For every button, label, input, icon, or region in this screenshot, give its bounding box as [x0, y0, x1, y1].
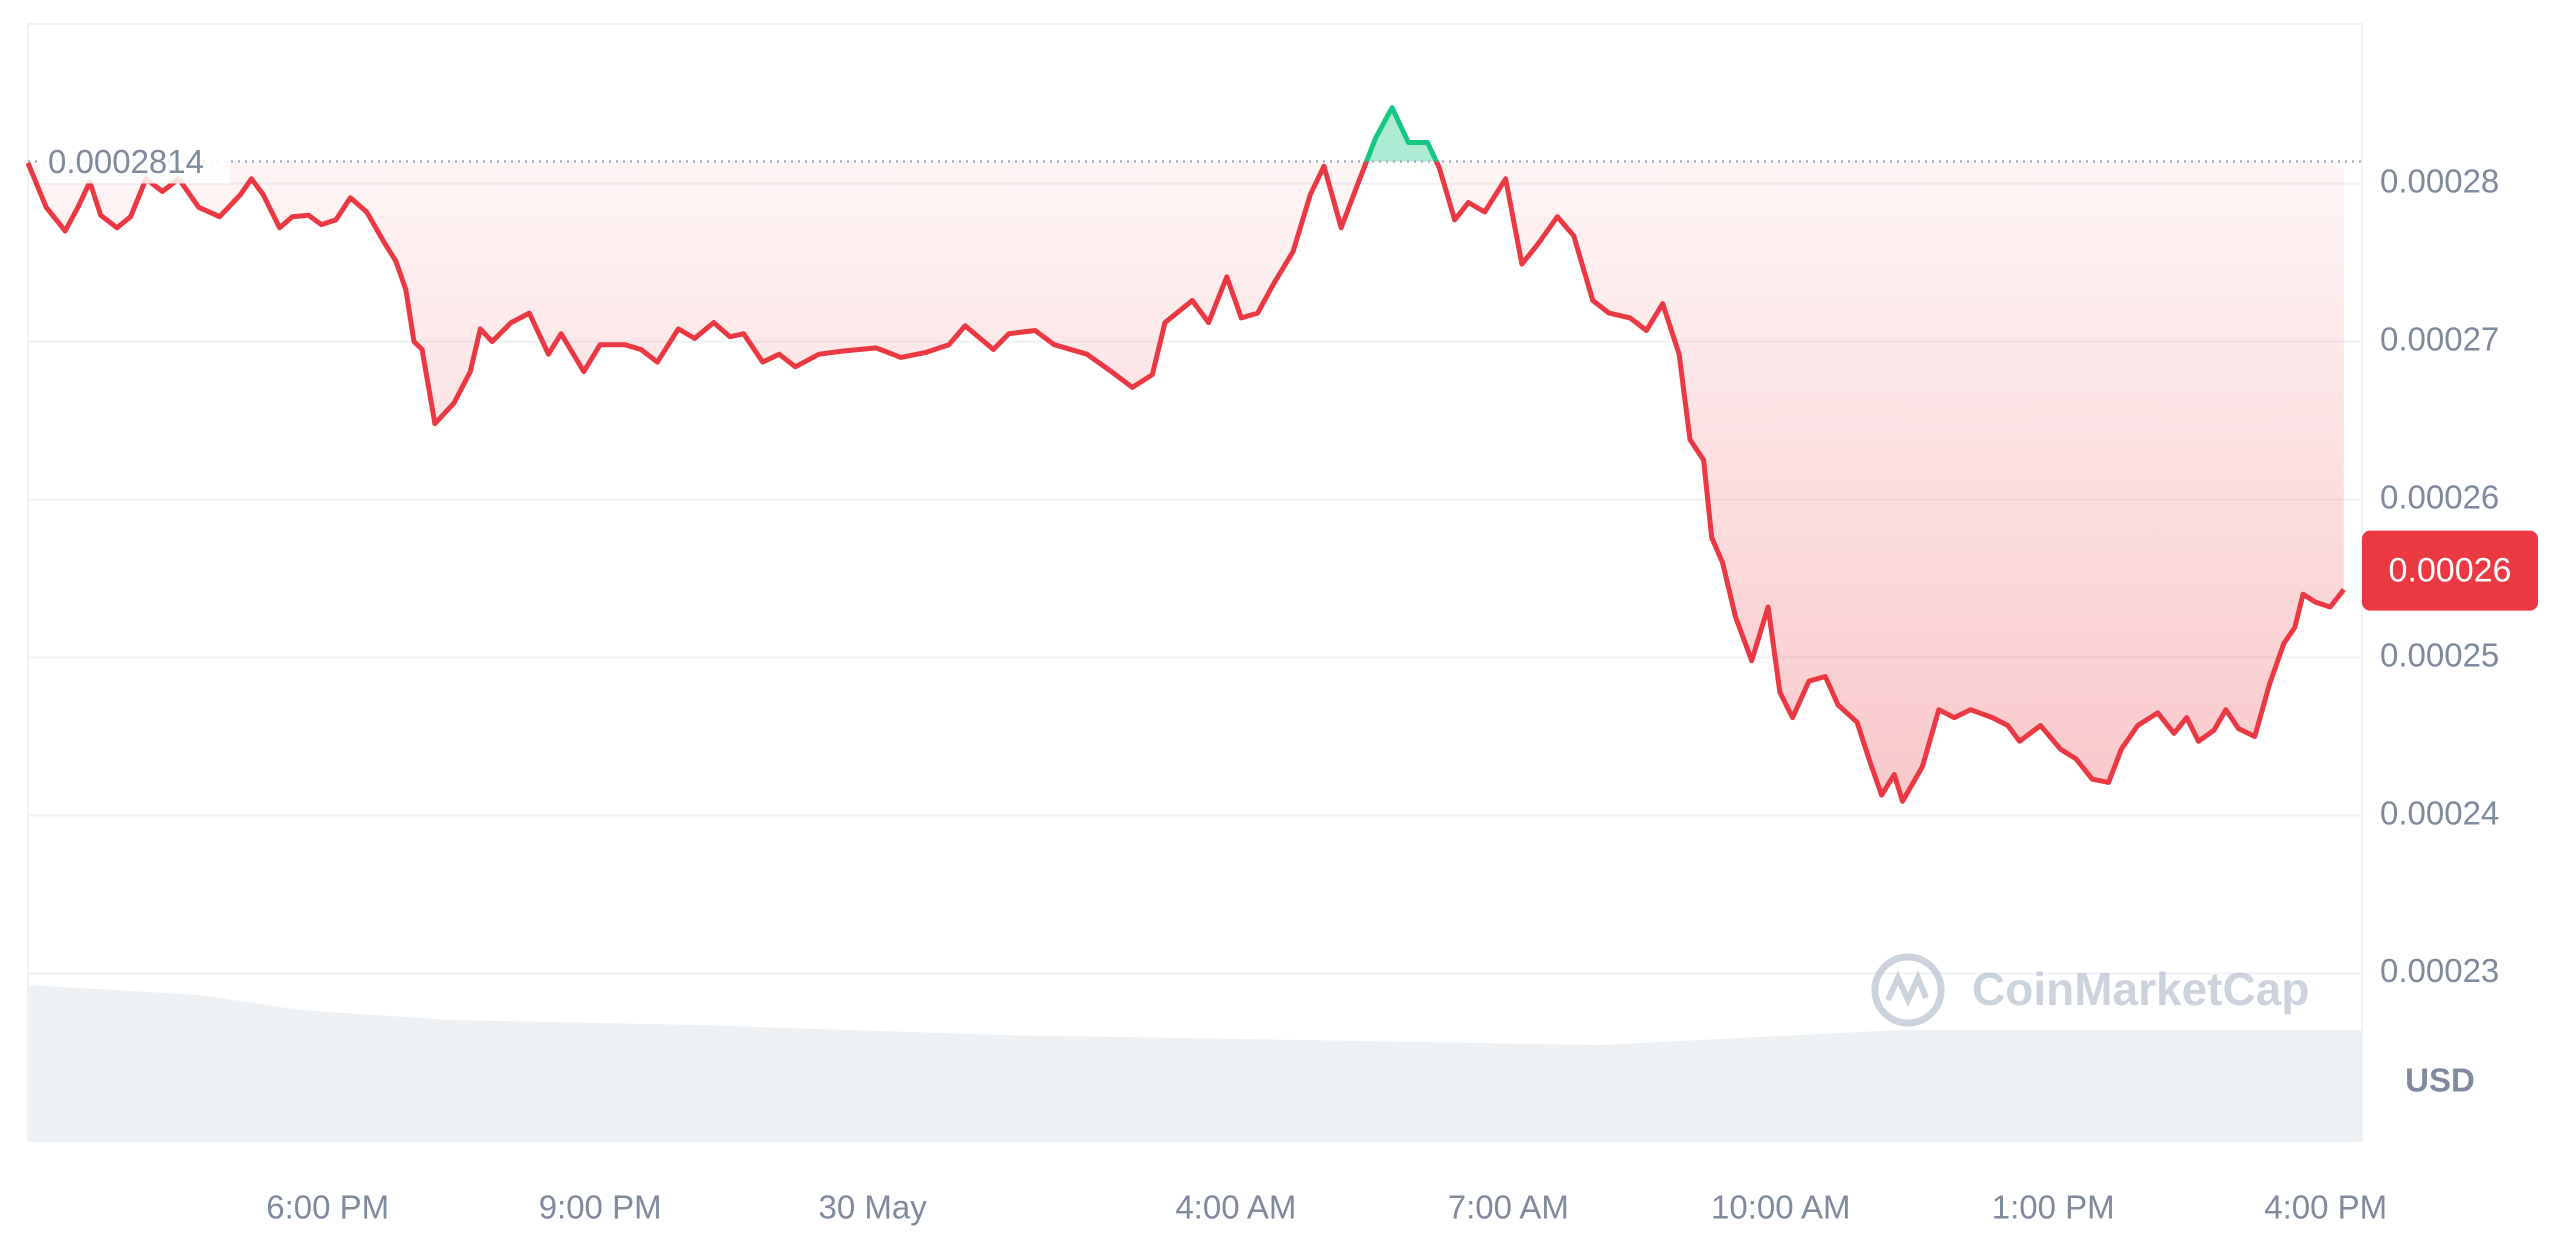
currency-label: USD	[2405, 1062, 2475, 1099]
y-tick-label: 0.00023	[2380, 952, 2499, 989]
current-price-label: 0.00026	[2389, 552, 2512, 590]
y-tick-label: 0.00028	[2380, 162, 2499, 199]
x-tick-label: 30 May	[818, 1189, 927, 1226]
watermark-text: CoinMarketCap	[1972, 963, 2309, 1015]
current-price-tag	[2362, 530, 2538, 611]
x-tick-label: 6:00 PM	[266, 1189, 389, 1226]
y-tick-label: 0.00024	[2380, 794, 2499, 831]
x-tick-label: 9:00 PM	[539, 1189, 662, 1226]
x-tick-label: 7:00 AM	[1448, 1189, 1569, 1226]
area-above-baseline	[1366, 107, 1437, 162]
baseline-label: 0.0002814	[48, 143, 204, 180]
area-below-baseline	[28, 161, 2344, 802]
baseline-label-bg	[40, 139, 230, 184]
price-line	[25, 161, 2346, 804]
y-tick-label: 0.00026	[2380, 478, 2499, 515]
y-tick-label: 0.00027	[2380, 320, 2499, 357]
x-tick-label: 4:00 AM	[1175, 1189, 1296, 1226]
watermark: CoinMarketCap	[1871, 953, 2309, 1027]
x-tick-label: 4:00 PM	[2264, 1189, 2387, 1226]
watermark-logo-mark	[1885, 970, 1929, 1008]
x-tick-label: 1:00 PM	[1992, 1189, 2115, 1226]
marks: 0.0002814 0.00026	[25, 105, 2538, 804]
volume-area	[28, 985, 2362, 1141]
watermark-logo	[1871, 953, 1945, 1027]
y-tick-label: 0.00025	[2380, 636, 2499, 673]
x-tick-label: 10:00 AM	[1711, 1189, 1850, 1226]
